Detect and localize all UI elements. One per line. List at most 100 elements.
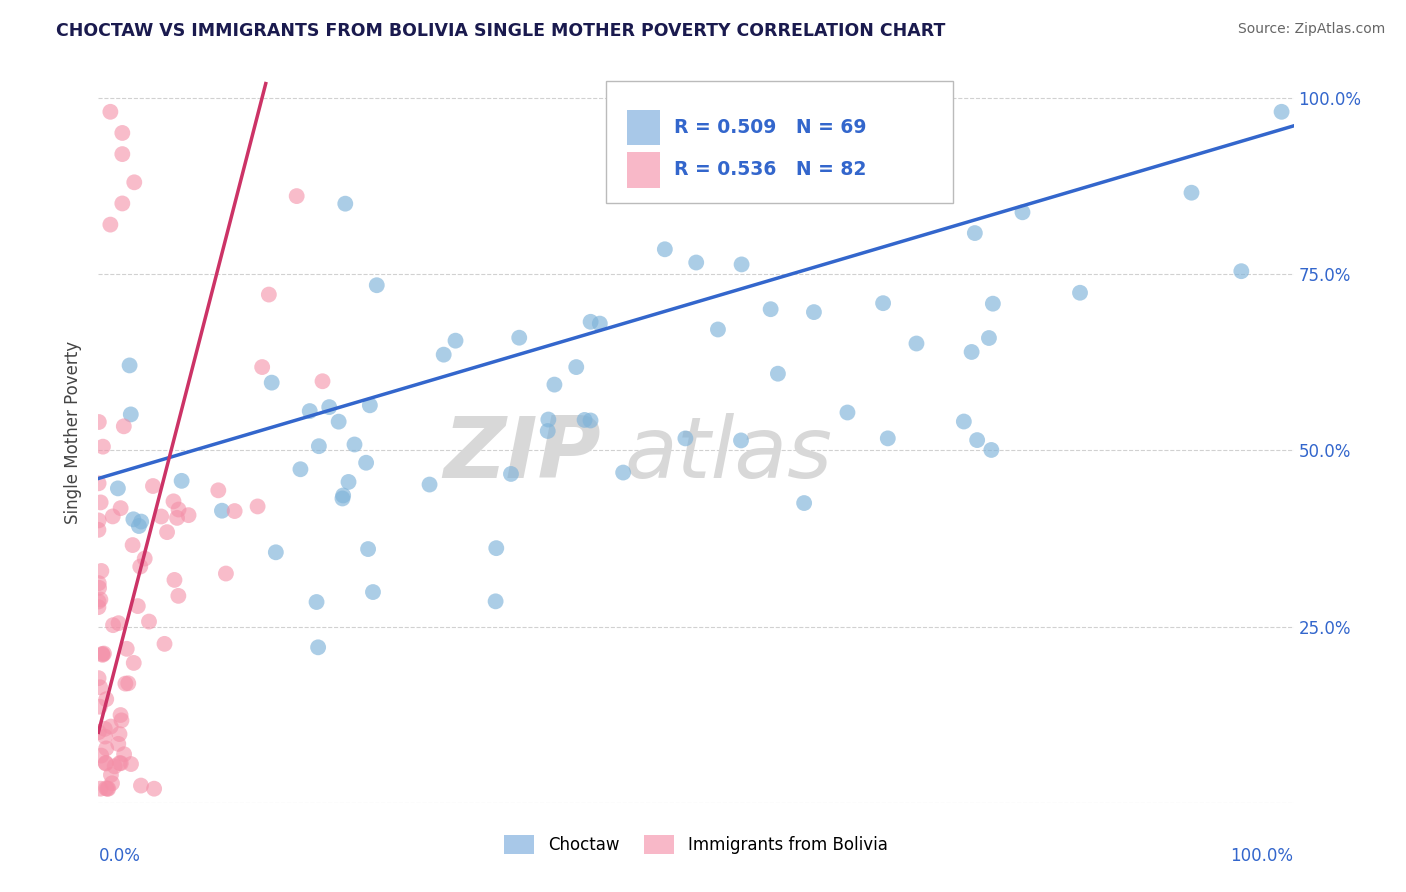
Point	[966, 433, 988, 447]
Point	[87, 600, 110, 615]
Point	[366, 278, 388, 293]
Point	[89, 592, 111, 607]
Point	[211, 504, 233, 518]
Point	[579, 315, 602, 329]
Point	[90, 495, 112, 509]
Point	[124, 175, 146, 189]
Point	[91, 440, 114, 454]
Point	[307, 640, 329, 655]
Point	[419, 477, 441, 491]
Point	[166, 511, 188, 525]
FancyBboxPatch shape	[606, 81, 953, 203]
Point	[246, 500, 269, 514]
Point	[89, 781, 111, 796]
Point	[285, 189, 308, 203]
Point	[115, 641, 138, 656]
Point	[101, 776, 124, 790]
Point	[335, 196, 357, 211]
Point	[111, 126, 134, 140]
Point	[96, 692, 118, 706]
Point	[87, 581, 110, 595]
Point	[332, 488, 354, 502]
Point	[107, 737, 129, 751]
Point	[110, 501, 132, 516]
Point	[167, 589, 190, 603]
Point	[1230, 264, 1253, 278]
Point	[96, 741, 118, 756]
Point	[110, 714, 132, 728]
Point	[107, 482, 129, 496]
Point	[163, 573, 186, 587]
Point	[108, 756, 131, 771]
Point	[110, 756, 132, 771]
Point	[963, 226, 986, 240]
Point	[143, 781, 166, 796]
Point	[1271, 104, 1294, 119]
Point	[444, 334, 467, 348]
Point	[101, 509, 124, 524]
Point	[87, 415, 110, 429]
Point	[120, 757, 142, 772]
Point	[120, 408, 142, 422]
Point	[260, 376, 283, 390]
Point	[612, 466, 634, 480]
Point	[343, 437, 366, 451]
Point	[108, 727, 131, 741]
Point	[332, 491, 354, 506]
Point	[257, 287, 280, 301]
Point	[1069, 285, 1091, 300]
Point	[759, 302, 782, 317]
Point	[565, 360, 588, 375]
Point	[87, 594, 110, 608]
Point	[87, 523, 110, 537]
Point	[96, 781, 118, 796]
Point	[361, 585, 384, 599]
Point	[138, 615, 160, 629]
Point	[872, 296, 894, 310]
Point	[112, 419, 135, 434]
Point	[730, 257, 752, 271]
Point	[359, 398, 381, 412]
Point	[499, 467, 522, 481]
Point	[537, 424, 560, 438]
Point	[94, 756, 117, 771]
Point	[100, 720, 122, 734]
Point	[110, 708, 132, 723]
Point	[153, 637, 176, 651]
Point	[87, 476, 110, 491]
Point	[793, 496, 815, 510]
Point	[128, 519, 150, 533]
Point	[94, 756, 117, 770]
Point	[980, 442, 1002, 457]
Point	[215, 566, 238, 581]
Point	[953, 415, 976, 429]
Text: Source: ZipAtlas.com: Source: ZipAtlas.com	[1237, 22, 1385, 37]
Point	[207, 483, 229, 498]
Y-axis label: Single Mother Poverty: Single Mother Poverty	[65, 341, 83, 524]
Point	[127, 599, 149, 613]
Point	[98, 218, 122, 232]
Point	[100, 768, 122, 782]
Text: CHOCTAW VS IMMIGRANTS FROM BOLIVIA SINGLE MOTHER POVERTY CORRELATION CHART: CHOCTAW VS IMMIGRANTS FROM BOLIVIA SINGL…	[56, 22, 946, 40]
Point	[129, 559, 152, 574]
Point	[960, 345, 983, 359]
Legend: Choctaw, Immigrants from Bolivia: Choctaw, Immigrants from Bolivia	[498, 829, 894, 861]
Point	[484, 594, 506, 608]
Point	[305, 595, 328, 609]
Point	[337, 475, 360, 489]
Point	[94, 730, 117, 744]
Text: atlas: atlas	[624, 413, 832, 496]
Text: ZIP: ZIP	[443, 413, 600, 496]
Point	[89, 680, 111, 694]
Text: 100.0%: 100.0%	[1230, 847, 1294, 865]
Point	[876, 431, 898, 445]
Point	[142, 479, 165, 493]
Point	[129, 515, 152, 529]
Point	[150, 509, 173, 524]
Point	[328, 415, 350, 429]
Bar	[627, 152, 661, 187]
Point	[104, 759, 127, 773]
Point	[707, 322, 730, 336]
Point	[101, 618, 124, 632]
Point	[803, 305, 825, 319]
